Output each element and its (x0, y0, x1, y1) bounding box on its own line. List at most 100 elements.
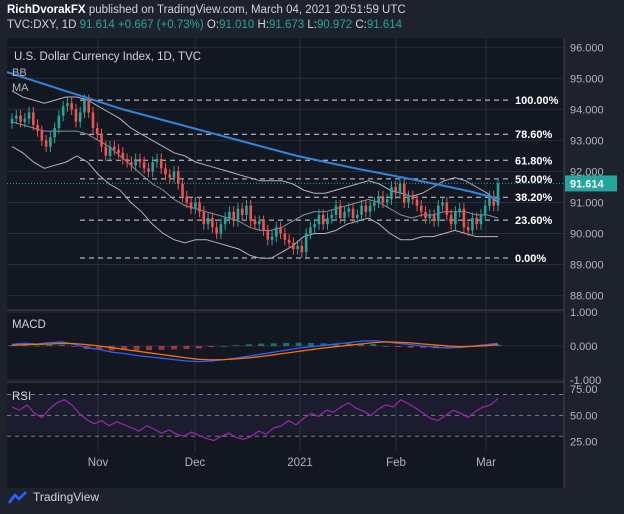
candle-body (202, 211, 206, 225)
candle-body (168, 174, 172, 178)
close-value: 91.614 (366, 19, 403, 31)
candle-body (377, 196, 380, 203)
candle-body (368, 205, 372, 212)
fib-level-label: 61.80% (515, 155, 553, 167)
candle-body (373, 202, 376, 206)
low-value: 90.972 (316, 19, 353, 31)
fib-level-label: 50.00% (515, 174, 553, 186)
candle-body (164, 168, 167, 175)
candle-body (53, 128, 56, 138)
macd-tick-label: 1.000 (570, 307, 598, 319)
candle-body (347, 208, 351, 212)
candle-body (240, 208, 244, 215)
candle-body (270, 236, 274, 240)
macd-histogram-bar (96, 346, 103, 350)
candle-body (471, 218, 474, 231)
macd-tick-label: -1.000 (570, 375, 601, 387)
candle-body (351, 208, 355, 218)
candle-body (134, 159, 137, 166)
open-label: O: (206, 19, 220, 31)
fib-level-label: 23.60% (515, 215, 553, 227)
candle-body (117, 149, 120, 153)
fib-level-label: 78.60% (515, 129, 553, 141)
candle-body (424, 211, 427, 218)
macd-histogram-bar (208, 346, 215, 348)
candle-body (462, 208, 466, 228)
candle-body (475, 218, 478, 225)
candle-body (87, 100, 91, 113)
candle-body (83, 100, 86, 113)
macd-histogram-bar (121, 346, 128, 351)
candle-body (317, 214, 321, 225)
candle-body (61, 106, 65, 116)
candle-body (483, 205, 487, 215)
candle-body (390, 186, 393, 200)
candle-body (74, 109, 78, 122)
price-tick-label: 94.000 (570, 104, 604, 116)
candle-body (138, 159, 142, 163)
candle-body (266, 230, 270, 240)
macd-histogram-bar (495, 344, 501, 346)
candle-body (415, 199, 419, 206)
macd-histogram-bar (270, 343, 277, 346)
rsi-line (11, 398, 499, 442)
candle-body (466, 227, 470, 231)
candle-body (321, 214, 325, 225)
candle-body (326, 218, 329, 225)
moving-average-trendline (6, 71, 501, 201)
candle-body (151, 162, 154, 172)
candle-body (249, 205, 253, 222)
macd-histogram-bar (33, 345, 40, 347)
candle-body (40, 131, 44, 141)
symbol-label: TVC:DXY, 1D (7, 19, 77, 31)
macd-histogram-bar (46, 344, 53, 346)
macd-histogram-bar (9, 344, 15, 346)
candle-body (338, 205, 342, 218)
candle-body (279, 227, 282, 234)
candle-body (44, 140, 48, 147)
macd-tick-label: 0.000 (570, 341, 598, 353)
fib-level-label: 38.20% (515, 192, 553, 204)
indicator-legend-bb: BB (12, 67, 27, 79)
candle-body (488, 196, 491, 206)
candle-body (283, 233, 287, 240)
macd-histogram-bar (295, 342, 302, 346)
candle-body (78, 112, 82, 122)
rsi-tick-label: 50.00 (570, 410, 598, 422)
candle-body (407, 196, 410, 203)
macd-histogram-bar (171, 346, 177, 350)
candle-body (300, 245, 304, 253)
candle-body (257, 221, 261, 225)
macd-histogram-bar (245, 344, 252, 346)
fib-level-label: 100.00% (515, 95, 559, 107)
close-label: C: (355, 19, 367, 31)
candle-body (215, 227, 218, 234)
macd-histogram-bar (21, 344, 28, 346)
candle-body (228, 211, 231, 218)
candle-body (130, 162, 133, 166)
candle-body (454, 211, 457, 225)
tradingview-logo-icon (8, 490, 27, 504)
candle-body (211, 218, 214, 228)
candle-body (236, 208, 240, 222)
candle-body (496, 183, 500, 206)
macd-histogram-bar (370, 343, 377, 346)
author-name[interactable]: RichDvorakFX (7, 4, 86, 16)
candle-body (330, 214, 334, 218)
last-price-tag (565, 175, 617, 192)
candle-body (394, 186, 397, 194)
candle-body (100, 134, 103, 147)
last-value: 91.614 (79, 19, 115, 31)
brand-name[interactable]: TradingView (33, 490, 100, 504)
candle-body (253, 221, 257, 225)
price-tick-label: 95.000 (570, 73, 604, 85)
macd-histogram-bar (233, 345, 240, 347)
candle-body (428, 214, 432, 218)
candle-body (27, 112, 31, 119)
candle-body (176, 171, 180, 184)
candle-body (36, 124, 39, 132)
macd-histogram-bar (445, 346, 452, 349)
rsi-title: RSI (12, 391, 31, 403)
candle-body (432, 214, 436, 222)
